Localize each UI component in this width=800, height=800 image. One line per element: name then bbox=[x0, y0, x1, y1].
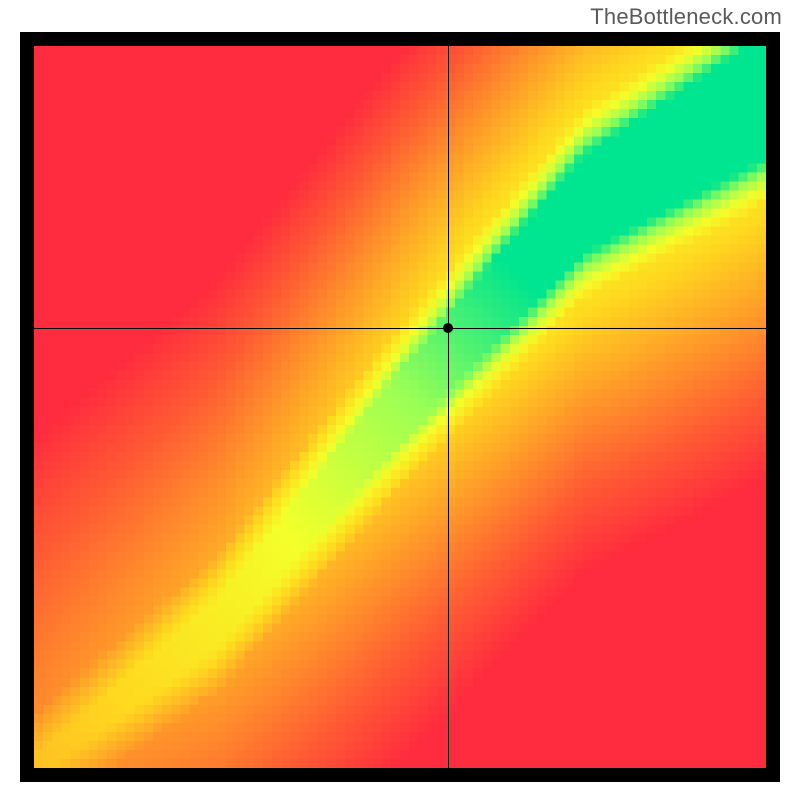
watermark-text: TheBottleneck.com bbox=[590, 4, 782, 30]
crosshair-horizontal bbox=[34, 328, 766, 329]
plot-area bbox=[34, 46, 766, 768]
bottleneck-heatmap bbox=[34, 46, 766, 768]
crosshair-marker-dot bbox=[443, 323, 453, 333]
plot-frame bbox=[20, 32, 780, 782]
crosshair-vertical bbox=[448, 46, 449, 768]
